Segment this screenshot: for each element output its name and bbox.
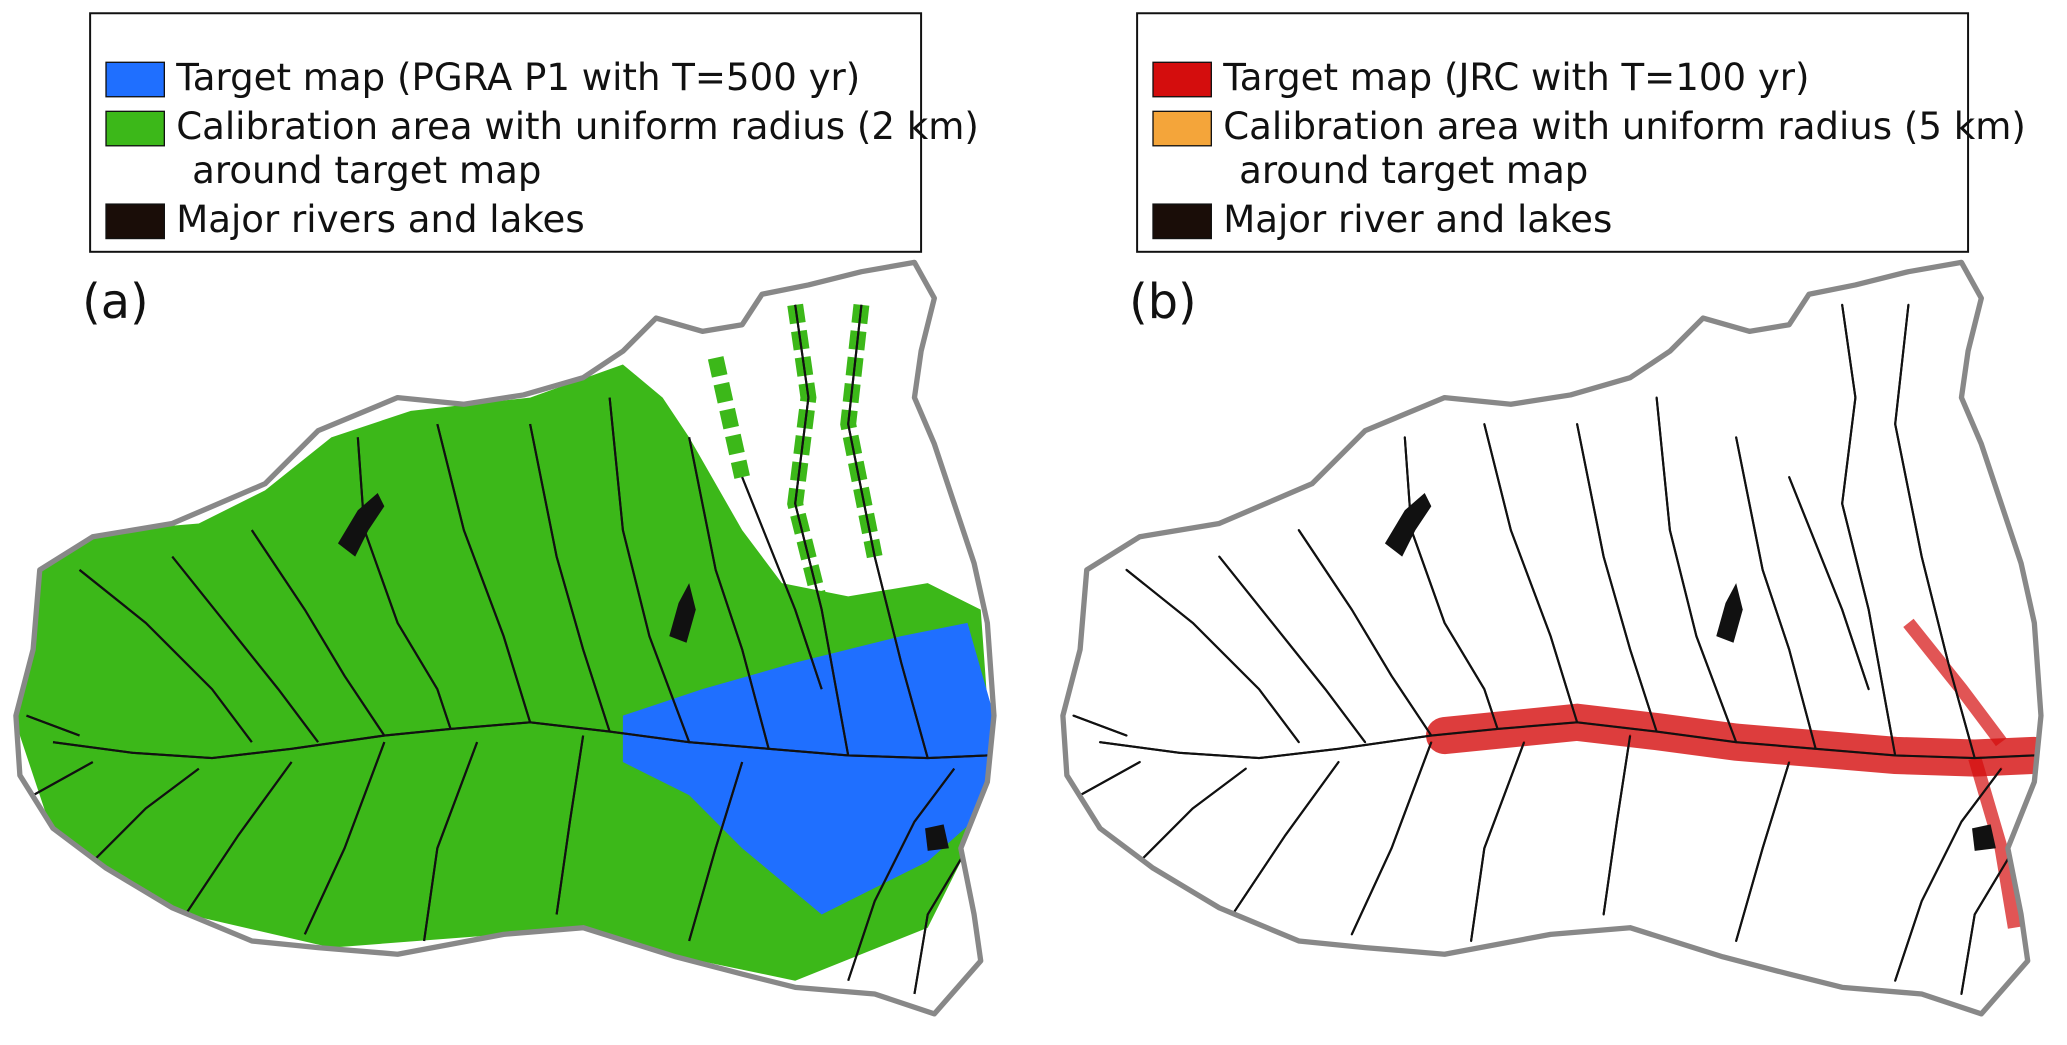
legend-text: Major river and lakes xyxy=(1223,198,1612,241)
map-layers xyxy=(1073,305,2041,994)
target-area xyxy=(1903,618,2021,929)
legend-box xyxy=(1136,12,1970,253)
legend-text: Target map (JRC with T=100 yr) xyxy=(1222,56,1809,99)
legend-text: Major rivers and lakes xyxy=(176,198,584,241)
legend-swatch xyxy=(1152,203,1212,240)
legend-box xyxy=(89,12,923,253)
map xyxy=(1063,262,2041,1013)
panel: Target map (PGRA P1 with T=500 yr) Calibr… xyxy=(13,12,994,1014)
legend-text: around target map xyxy=(192,149,541,192)
legend-swatch xyxy=(105,203,165,240)
panel: Target map (JRC with T=100 yr) Calibratio… xyxy=(1063,12,2041,1014)
panel-label: (a) xyxy=(82,275,148,330)
legend-swatch xyxy=(1152,110,1212,147)
legend-text: Calibration area with uniform radius (5 … xyxy=(1223,105,2026,148)
target-area xyxy=(622,622,994,915)
panel-label: (b) xyxy=(1129,275,1197,330)
legend-text: Target map (PGRA P1 with T=500 yr) xyxy=(175,56,860,99)
legend-text: Calibration area with uniform radius (2 … xyxy=(176,105,979,148)
map xyxy=(13,262,994,1013)
legend-text: around target map xyxy=(1239,149,1588,192)
legend-swatch xyxy=(105,61,165,98)
legend-swatch xyxy=(105,110,165,147)
legend-swatch xyxy=(1152,61,1212,98)
map-layers xyxy=(15,305,994,994)
